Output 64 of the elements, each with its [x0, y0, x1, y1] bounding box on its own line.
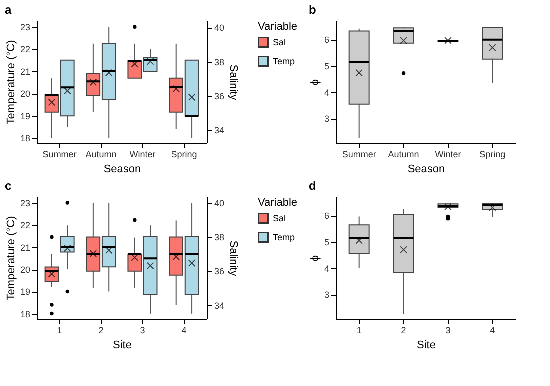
chart-title: b [308, 3, 316, 17]
y2-tick-label: 40 [214, 23, 225, 34]
y2-tick-label: 36 [214, 266, 225, 277]
x-tick-label: Autumn [388, 150, 420, 160]
y2-tick-label: 36 [214, 92, 225, 102]
x-tick-label: 1 [356, 326, 362, 336]
y-tick-label: 20 [20, 89, 30, 100]
x-tick-label: Autumn [86, 150, 117, 160]
x-tick-label: Summer [42, 150, 77, 160]
y-tick-label: 22 [20, 220, 30, 231]
x-tick-label: Spring [480, 150, 506, 160]
y-tick-label: 23 [20, 198, 30, 208]
y-tick-label: 18 [20, 309, 30, 320]
y-tick-label: 6 [324, 35, 330, 46]
x-tick-label: 3 [446, 326, 451, 336]
x-tick-label: Winter [130, 150, 156, 160]
y-tick-label: 20 [20, 265, 30, 276]
y2-axis-title: Salinity [228, 64, 240, 101]
x-tick-label: Summer [342, 150, 376, 160]
y-tick-label: 18 [20, 134, 30, 144]
x-tick-label: 1 [57, 326, 62, 336]
legend-label: Temp [273, 232, 296, 242]
y-tick-label: 5 [324, 237, 330, 248]
x-axis-title: Site [417, 340, 436, 352]
y-tick-label: 3 [324, 290, 330, 300]
y-tick-label: 21 [20, 66, 30, 77]
legend-title: Variable [258, 197, 298, 209]
y-tick-label: 22 [20, 44, 30, 55]
y2-axis-title: Salinity [228, 240, 240, 277]
y2-tick-label: 38 [214, 57, 225, 68]
x-tick-label: 2 [98, 326, 104, 336]
legend-label: Sal [273, 38, 286, 48]
x-tick-label: Spring [171, 150, 198, 160]
y-axis-title: ϕ [309, 255, 322, 262]
y-tick-label: 23 [20, 22, 30, 32]
x-tick-label: 2 [401, 326, 406, 336]
y-tick-label: 19 [20, 111, 30, 122]
y-tick-label: 4 [324, 88, 330, 98]
legend-label: Sal [273, 214, 286, 224]
chart-title: c [4, 179, 12, 193]
y2-tick-label: 38 [214, 232, 225, 243]
y-tick-label: 5 [324, 61, 330, 72]
y-tick-label: 4 [324, 264, 330, 274]
x-tick-label: Winter [435, 150, 462, 160]
x-tick-label: 4 [182, 326, 187, 336]
x-axis-title: Site [113, 340, 132, 352]
y-axis-title: ϕ [309, 79, 322, 86]
y-axis-title: Temperature (°C) [5, 40, 18, 125]
y-tick-label: 21 [20, 242, 30, 253]
x-axis-title: Season [104, 164, 142, 176]
chart-title: d [308, 179, 316, 193]
y-tick-label: 3 [324, 114, 330, 124]
y2-tick-label: 34 [214, 126, 225, 136]
x-tick-label: 3 [140, 326, 146, 336]
y2-tick-label: 34 [214, 300, 225, 311]
x-axis-title: Season [408, 164, 446, 176]
chart-title: a [4, 3, 12, 17]
y-tick-label: 6 [324, 211, 330, 222]
legend-label: Temp [273, 56, 296, 66]
y-axis-title: Temperature (°C) [5, 216, 18, 301]
y-tick-label: 19 [20, 287, 30, 298]
y2-tick-label: 40 [214, 198, 225, 208]
x-tick-label: 4 [490, 326, 496, 336]
legend-title: Variable [258, 21, 298, 33]
